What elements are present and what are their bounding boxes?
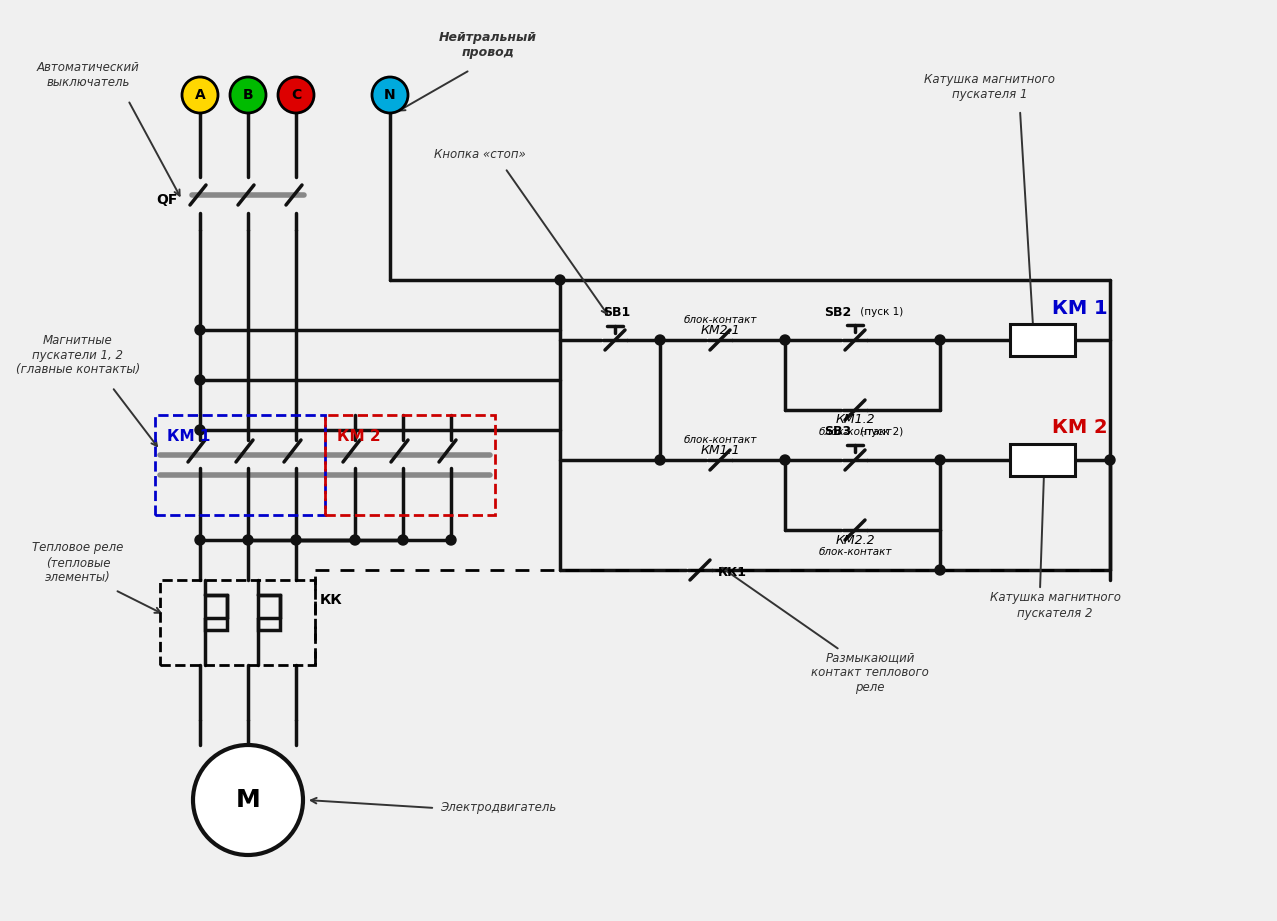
Text: КМ 2: КМ 2: [1052, 418, 1108, 437]
Text: Автоматический: Автоматический: [37, 62, 139, 75]
Circle shape: [230, 77, 266, 113]
Bar: [206, 595, 227, 630]
Bar: [1010, 444, 1075, 476]
Text: C: C: [291, 88, 301, 102]
Circle shape: [193, 745, 303, 855]
Text: выключатель: выключатель: [46, 76, 130, 89]
Text: Катушка магнитного: Катушка магнитного: [925, 74, 1056, 87]
Circle shape: [555, 275, 564, 285]
Text: Электродвигатель: Электродвигатель: [441, 801, 557, 814]
Text: B: B: [243, 88, 253, 102]
Text: блок-контакт: блок-контакт: [819, 427, 891, 437]
Text: (пуск 1): (пуск 1): [857, 307, 903, 317]
Text: (пуск 2): (пуск 2): [857, 427, 903, 437]
Circle shape: [195, 425, 206, 435]
Circle shape: [243, 535, 253, 545]
Circle shape: [278, 77, 314, 113]
Circle shape: [195, 535, 206, 545]
Circle shape: [780, 455, 790, 465]
Text: контакт теплового: контакт теплового: [811, 667, 928, 680]
Text: блок-контакт: блок-контакт: [683, 435, 757, 445]
Circle shape: [780, 335, 790, 345]
Circle shape: [372, 77, 407, 113]
Circle shape: [195, 375, 206, 385]
Bar: [258, 595, 280, 630]
Text: КМ1.2: КМ1.2: [835, 414, 875, 426]
Bar: [326, 415, 495, 515]
Circle shape: [1105, 455, 1115, 465]
Circle shape: [655, 455, 665, 465]
Circle shape: [350, 535, 360, 545]
Text: КК: КК: [321, 593, 342, 607]
Text: QF: QF: [157, 193, 178, 207]
Text: Размыкающий: Размыкающий: [825, 651, 914, 664]
Circle shape: [195, 325, 206, 335]
Text: КМ2.2: КМ2.2: [835, 533, 875, 546]
Text: пускателя 1: пускателя 1: [953, 88, 1028, 101]
Text: КМ 1: КМ 1: [1052, 298, 1108, 318]
Text: пускатели 1, 2: пускатели 1, 2: [32, 348, 124, 362]
Text: Кнопка «стоп»: Кнопка «стоп»: [434, 148, 526, 161]
Text: блок-контакт: блок-контакт: [819, 547, 891, 557]
Text: КМ 1: КМ 1: [167, 429, 211, 445]
Text: пускателя 2: пускателя 2: [1018, 607, 1093, 620]
Text: SB2: SB2: [824, 306, 850, 319]
Text: Нейтральный: Нейтральный: [439, 31, 538, 44]
Text: КК1: КК1: [718, 565, 747, 578]
Circle shape: [291, 535, 301, 545]
Text: КМ1.1: КМ1.1: [700, 445, 739, 458]
Text: реле: реле: [856, 682, 885, 694]
Text: М: М: [236, 788, 261, 812]
Bar: [1010, 324, 1075, 356]
Circle shape: [183, 77, 218, 113]
Text: КМ 2: КМ 2: [337, 429, 381, 445]
Text: (главные контакты): (главные контакты): [15, 364, 140, 377]
Text: блок-контакт: блок-контакт: [683, 315, 757, 325]
Text: Тепловое реле: Тепловое реле: [32, 542, 124, 554]
Text: Магнитные: Магнитные: [43, 333, 112, 346]
Text: SB1: SB1: [603, 307, 631, 320]
Circle shape: [935, 455, 945, 465]
Circle shape: [935, 565, 945, 575]
Bar: [155, 415, 326, 515]
Bar: [160, 580, 315, 665]
Circle shape: [935, 335, 945, 345]
Text: провод: провод: [461, 46, 515, 60]
Circle shape: [655, 335, 665, 345]
Text: N: N: [384, 88, 396, 102]
Text: элементы): элементы): [45, 572, 111, 585]
Text: A: A: [194, 88, 206, 102]
Circle shape: [398, 535, 407, 545]
Text: (тепловые: (тепловые: [46, 556, 110, 569]
Circle shape: [446, 535, 456, 545]
Text: Катушка магнитного: Катушка магнитного: [990, 591, 1120, 604]
Text: КМ2.1: КМ2.1: [700, 324, 739, 337]
Text: SB3: SB3: [824, 426, 850, 438]
